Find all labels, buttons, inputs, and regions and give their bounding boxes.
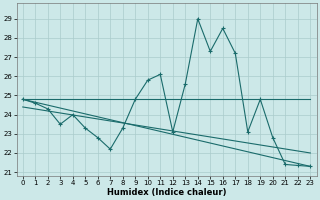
X-axis label: Humidex (Indice chaleur): Humidex (Indice chaleur) <box>107 188 226 197</box>
